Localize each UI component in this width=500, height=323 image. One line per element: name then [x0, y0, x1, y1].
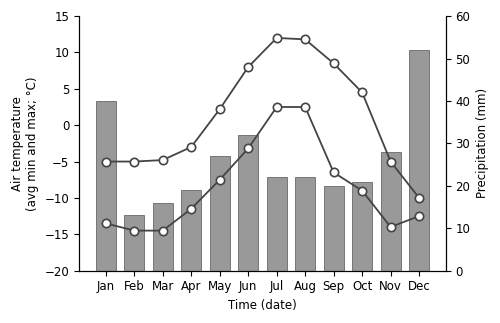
Y-axis label: Precipitation (mm): Precipitation (mm) [476, 88, 489, 198]
X-axis label: Time (date): Time (date) [228, 299, 297, 312]
Y-axis label: Air temperature
(avg min and max; °C): Air temperature (avg min and max; °C) [11, 76, 39, 211]
Bar [352, 182, 372, 271]
Bar [295, 177, 315, 271]
Bar [238, 135, 258, 271]
Bar [182, 190, 201, 271]
Bar [380, 152, 400, 271]
Bar [324, 186, 344, 271]
Bar [210, 156, 230, 271]
Bar [153, 203, 172, 271]
Bar [266, 177, 286, 271]
Bar [409, 50, 429, 271]
Bar [96, 101, 116, 271]
Bar [124, 215, 144, 271]
